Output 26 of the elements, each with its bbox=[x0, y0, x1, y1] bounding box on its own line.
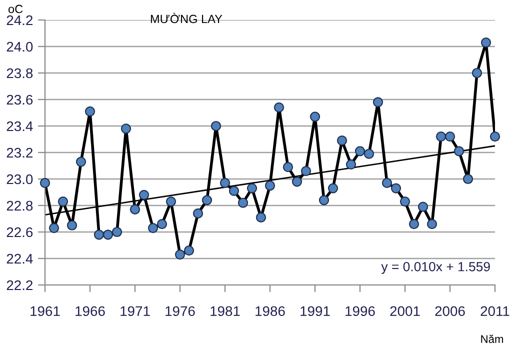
x-tick-label: 1991 bbox=[300, 306, 330, 316]
x-tick-label: 1961 bbox=[30, 306, 60, 316]
x-tick-label: 2006 bbox=[435, 306, 465, 316]
y-tick-label: 23.2 bbox=[6, 148, 32, 158]
x-tick-label: 1996 bbox=[346, 306, 375, 316]
x-axis-title: Năm bbox=[481, 334, 503, 343]
y-tick-label: 23.4 bbox=[6, 121, 33, 132]
x-tick-label: 1986 bbox=[256, 306, 285, 316]
x-tick-label: 2001 bbox=[390, 306, 420, 316]
x-tick-label: 1976 bbox=[166, 306, 195, 316]
chart-title: MƯỜNG LAY bbox=[150, 12, 222, 24]
y-tick-label: 22.8 bbox=[6, 200, 33, 211]
y-tick-label: 23.0 bbox=[6, 174, 33, 184]
y-tick-label: 24.0 bbox=[6, 42, 33, 52]
y-axis-title: oC bbox=[8, 4, 23, 14]
y-tick-label: 23.8 bbox=[6, 68, 33, 78]
y-tick-label: 22.6 bbox=[6, 227, 33, 238]
y-tick-label: 24.2 bbox=[6, 15, 32, 26]
x-tick-label: 1981 bbox=[210, 306, 240, 316]
x-tick-label: 1966 bbox=[76, 306, 105, 316]
y-tick-label: 22.2 bbox=[6, 280, 32, 290]
annotation: y = 0.010x + 1.559 bbox=[381, 262, 490, 274]
x-tick-label: 2011 bbox=[480, 306, 510, 316]
y-tick-label: 23.6 bbox=[6, 94, 33, 105]
x-tick-label: 1971 bbox=[120, 306, 150, 316]
y-tick-label: 22.4 bbox=[6, 254, 33, 264]
